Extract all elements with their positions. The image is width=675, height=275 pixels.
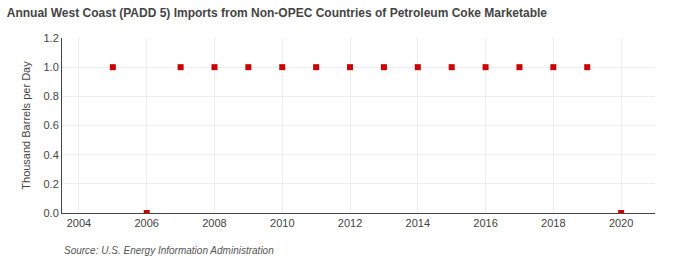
svg-text:0.0: 0.0 bbox=[44, 207, 59, 219]
svg-text:0.4: 0.4 bbox=[44, 149, 59, 161]
svg-text:2006: 2006 bbox=[134, 217, 158, 229]
svg-text:0.8: 0.8 bbox=[44, 90, 59, 102]
svg-text:0.2: 0.2 bbox=[44, 178, 59, 190]
svg-text:1.2: 1.2 bbox=[44, 32, 59, 44]
svg-text:Thousand Barrels per Day: Thousand Barrels per Day bbox=[20, 61, 32, 190]
svg-text:2014: 2014 bbox=[406, 217, 430, 229]
svg-text:Source: U.S. Energy Informatio: Source: U.S. Energy Information Administ… bbox=[64, 245, 274, 256]
svg-text:2020: 2020 bbox=[609, 217, 633, 229]
svg-text:2012: 2012 bbox=[338, 217, 362, 229]
svg-text:2004: 2004 bbox=[67, 217, 91, 229]
svg-text:0.6: 0.6 bbox=[44, 119, 59, 131]
svg-text:2018: 2018 bbox=[541, 217, 565, 229]
svg-text:Annual West Coast (PADD 5) Imp: Annual West Coast (PADD 5) Imports from … bbox=[7, 6, 548, 20]
svg-text:2016: 2016 bbox=[473, 217, 497, 229]
svg-text:2008: 2008 bbox=[202, 217, 226, 229]
svg-text:1.0: 1.0 bbox=[44, 61, 59, 73]
svg-text:2010: 2010 bbox=[270, 217, 294, 229]
